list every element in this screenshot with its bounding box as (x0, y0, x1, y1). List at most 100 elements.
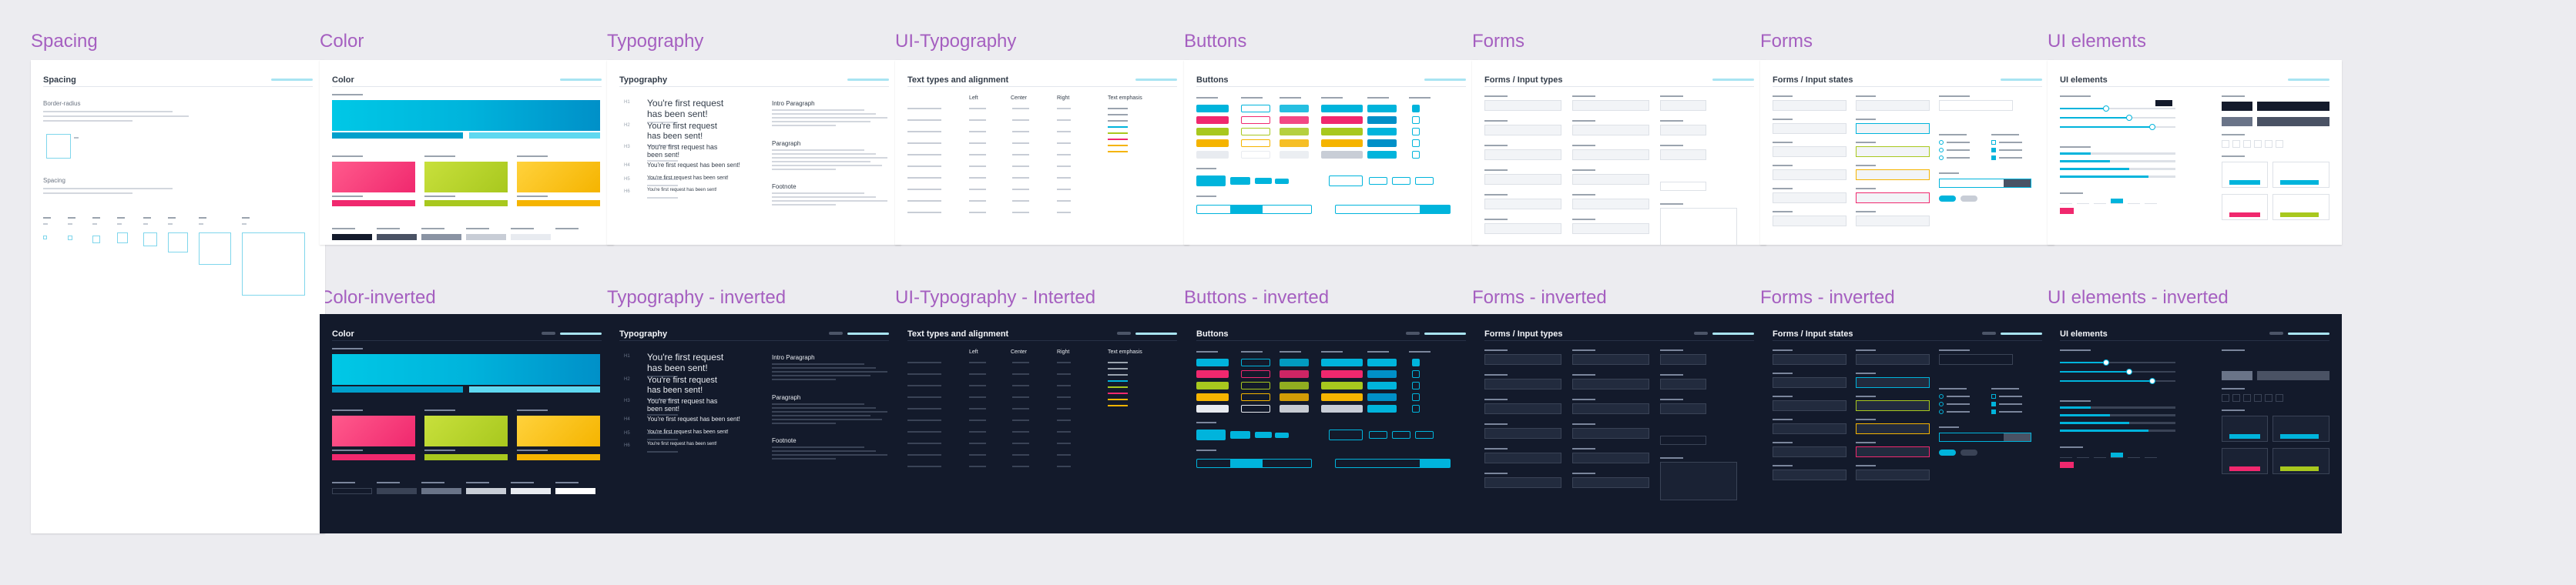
icon-button[interactable] (1321, 405, 1363, 413)
outline-size-button[interactable] (1392, 177, 1410, 185)
size-button[interactable] (1255, 432, 1272, 438)
switch-off[interactable] (1961, 450, 1977, 456)
text-input[interactable] (1484, 428, 1561, 439)
outline-size-button[interactable] (1392, 431, 1410, 439)
quantity-stepper[interactable] (1660, 182, 1706, 191)
gradient-button[interactable] (1280, 105, 1309, 112)
pagination-item[interactable] (2276, 140, 2283, 148)
text-input[interactable] (1572, 125, 1649, 135)
gradient-button[interactable] (1280, 405, 1309, 413)
dropdown-menu[interactable] (1660, 462, 1737, 500)
pagination-item[interactable] (2265, 140, 2272, 148)
solid-button[interactable] (1196, 151, 1229, 159)
icon-button-group[interactable] (1335, 459, 1451, 468)
square-icon-button[interactable] (1412, 151, 1420, 159)
solid-button[interactable] (1196, 105, 1229, 112)
text-input[interactable] (1572, 428, 1649, 439)
size-button[interactable] (1275, 179, 1289, 184)
checkbox[interactable] (1991, 148, 1996, 152)
nav-item[interactable] (2060, 453, 2072, 458)
outline-button[interactable] (1241, 128, 1270, 135)
state-input[interactable] (1856, 400, 1930, 411)
solid-button[interactable] (1196, 116, 1229, 124)
outline-button[interactable] (1241, 116, 1270, 124)
outline-button[interactable] (1241, 382, 1270, 389)
text-input[interactable] (1484, 354, 1561, 365)
icon-button[interactable] (1321, 393, 1363, 401)
state-input[interactable] (1773, 377, 1846, 388)
state-button[interactable] (1367, 128, 1397, 135)
button-group[interactable] (1196, 205, 1312, 214)
text-input[interactable] (1484, 403, 1561, 414)
state-button[interactable] (1367, 405, 1397, 413)
state-input[interactable] (1773, 123, 1846, 134)
state-input[interactable] (1773, 354, 1846, 365)
state-button[interactable] (1367, 116, 1397, 124)
square-icon-button[interactable] (1412, 116, 1420, 124)
outline-size-button[interactable] (1329, 176, 1363, 186)
square-icon-button[interactable] (1412, 370, 1420, 378)
state-input[interactable] (1773, 446, 1846, 457)
focused-input[interactable] (1939, 354, 2013, 365)
nav-item[interactable] (2111, 199, 2123, 204)
solid-button[interactable] (1196, 405, 1229, 413)
text-input[interactable] (1484, 379, 1561, 389)
pagination-item[interactable] (2232, 394, 2240, 402)
square-icon-button[interactable] (1412, 139, 1420, 147)
outline-size-button[interactable] (1369, 177, 1387, 185)
size-button[interactable] (1230, 431, 1250, 439)
square-icon-button[interactable] (1412, 393, 1420, 401)
pagination-item[interactable] (2222, 140, 2229, 148)
quantity-stepper[interactable] (1660, 436, 1706, 445)
state-input[interactable] (1856, 423, 1930, 434)
text-input[interactable] (1572, 149, 1649, 160)
state-input[interactable] (1773, 100, 1846, 111)
icon-button-group[interactable] (1335, 205, 1451, 214)
pagination-item[interactable] (2243, 140, 2251, 148)
state-input[interactable] (1773, 216, 1846, 226)
state-input[interactable] (1856, 470, 1930, 480)
checkbox[interactable] (1991, 402, 1996, 406)
state-input[interactable] (1856, 354, 1930, 365)
checkbox[interactable] (1991, 155, 1996, 160)
state-input[interactable] (1856, 192, 1930, 203)
radio-button[interactable] (1939, 410, 1944, 414)
outline-button[interactable] (1241, 370, 1270, 378)
slider-handle[interactable] (2126, 369, 2132, 375)
nav-item[interactable] (2145, 453, 2157, 458)
pagination-item[interactable] (2232, 140, 2240, 148)
square-icon-button[interactable] (1412, 405, 1420, 413)
state-button[interactable] (1367, 151, 1397, 159)
radio-button[interactable] (1939, 155, 1944, 160)
text-input[interactable] (1484, 100, 1561, 111)
text-input[interactable] (1660, 379, 1706, 389)
icon-button[interactable] (1321, 359, 1363, 366)
checkbox[interactable] (1991, 140, 1996, 145)
icon-button[interactable] (1321, 105, 1363, 112)
state-button[interactable] (1367, 359, 1397, 366)
solid-button[interactable] (1196, 370, 1229, 378)
nav-item[interactable] (2094, 453, 2106, 458)
text-input[interactable] (1484, 199, 1561, 209)
text-input[interactable] (1660, 354, 1706, 365)
outline-size-button[interactable] (1415, 431, 1434, 439)
text-input[interactable] (1572, 403, 1649, 414)
text-input[interactable] (1572, 453, 1649, 463)
pagination-item[interactable] (2254, 140, 2262, 148)
outline-button[interactable] (1241, 405, 1270, 413)
gradient-button[interactable] (1280, 151, 1309, 159)
radio-button[interactable] (1939, 140, 1944, 145)
outline-size-button[interactable] (1329, 430, 1363, 440)
solid-button[interactable] (1196, 128, 1229, 135)
outline-button[interactable] (1241, 393, 1270, 401)
size-button[interactable] (1196, 176, 1226, 186)
solid-button[interactable] (1196, 393, 1229, 401)
icon-button[interactable] (1321, 382, 1363, 389)
slider-handle[interactable] (2149, 378, 2155, 384)
size-button[interactable] (1275, 433, 1289, 438)
state-input[interactable] (1773, 423, 1846, 434)
icon-button[interactable] (1321, 151, 1363, 159)
pagination-item[interactable] (2276, 394, 2283, 402)
switch[interactable] (1939, 196, 1956, 202)
text-input[interactable] (1484, 453, 1561, 463)
